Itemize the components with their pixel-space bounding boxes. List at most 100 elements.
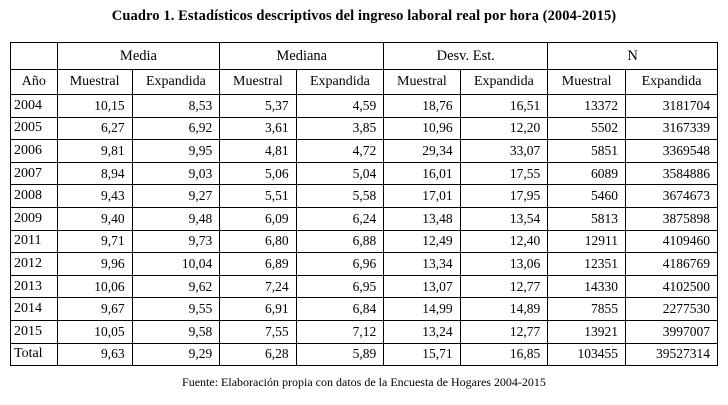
year-cell: 2015 bbox=[10, 319, 58, 344]
value-cell: 5460 bbox=[547, 184, 627, 208]
table-body: 2004 10,15 8,53 5,37 4,59 18,76 16,51 13372 3181… bbox=[10, 94, 718, 367]
value-cell: 6,28 bbox=[219, 342, 297, 367]
source-note: Fuente: Elaboración propia con datos de … bbox=[182, 375, 546, 390]
table-row-2008: 2008 9,43 9,27 5,51 5,58 17,01 17,95 5460 367467… bbox=[10, 184, 718, 208]
table-row-2007: 2007 8,94 9,03 5,06 5,04 16,01 17,55 6089 358488… bbox=[10, 161, 718, 186]
value-cell: 13,54 bbox=[459, 206, 549, 231]
value-cell: 33,07 bbox=[459, 139, 549, 163]
value-cell: 6,88 bbox=[295, 229, 385, 254]
value-cell: 9,63 bbox=[56, 342, 133, 367]
value-cell: 6,09 bbox=[219, 206, 297, 231]
value-cell: 4,81 bbox=[219, 139, 297, 163]
value-cell: 7,24 bbox=[219, 274, 297, 299]
value-cell: 3,61 bbox=[219, 116, 297, 141]
year-cell: 2006 bbox=[10, 139, 58, 163]
value-cell: 17,01 bbox=[383, 184, 461, 208]
value-cell: 3875898 bbox=[625, 206, 718, 231]
table-header: Media Mediana Desv. Est. N Año Muestral Expan… bbox=[10, 42, 718, 95]
value-cell: 5,51 bbox=[219, 184, 297, 208]
group-header-desv-est-: Desv. Est. bbox=[383, 42, 549, 70]
value-cell: 5,58 bbox=[295, 184, 385, 208]
value-cell: 29,34 bbox=[383, 139, 461, 163]
value-cell: 16,51 bbox=[459, 94, 549, 118]
sub-header-row: Año Muestral Expandida Muestral Expandida Mue… bbox=[10, 69, 718, 95]
column-header-2: Expandida bbox=[131, 69, 221, 95]
year-cell: Total bbox=[10, 342, 58, 367]
value-cell: 39527314 bbox=[625, 342, 718, 367]
table-row-2013: 2013 10,06 9,62 7,24 6,95 13,07 12,77 14330 4102… bbox=[10, 274, 718, 299]
year-cell: 2012 bbox=[10, 252, 58, 276]
table-row-2012: 2012 9,96 10,04 6,89 6,96 13,34 13,06 12351 4186… bbox=[10, 252, 718, 276]
value-cell: 9,95 bbox=[131, 139, 221, 163]
value-cell: 9,67 bbox=[56, 297, 133, 321]
year-cell: 2011 bbox=[10, 229, 58, 254]
value-cell: 12,77 bbox=[459, 274, 549, 299]
column-header-3: Muestral bbox=[219, 69, 297, 95]
table-row-2015: 2015 10,05 9,58 7,55 7,12 13,24 12,77 13921 3997… bbox=[10, 319, 718, 344]
column-header-1: Muestral bbox=[56, 69, 133, 95]
value-cell: 5,89 bbox=[295, 342, 385, 367]
value-cell: 9,73 bbox=[131, 229, 221, 254]
value-cell: 13,34 bbox=[383, 252, 461, 276]
value-cell: 6,27 bbox=[56, 116, 133, 141]
value-cell: 12,77 bbox=[459, 319, 549, 344]
value-cell: 5,06 bbox=[219, 161, 297, 186]
value-cell: 12911 bbox=[547, 229, 627, 254]
value-cell: 9,55 bbox=[131, 297, 221, 321]
value-cell: 16,85 bbox=[459, 342, 549, 367]
value-cell: 5,04 bbox=[295, 161, 385, 186]
value-cell: 5,37 bbox=[219, 94, 297, 118]
value-cell: 13921 bbox=[547, 319, 627, 344]
column-header-0: Año bbox=[10, 69, 58, 95]
value-cell: 12,40 bbox=[459, 229, 549, 254]
value-cell: 15,71 bbox=[383, 342, 461, 367]
table-row-total: Total 9,63 9,29 6,28 5,89 15,71 16,85 103455 395… bbox=[10, 342, 718, 367]
group-header-media: Media bbox=[56, 42, 221, 70]
year-cell: 2014 bbox=[10, 297, 58, 321]
value-cell: 9,71 bbox=[56, 229, 133, 254]
value-cell: 14330 bbox=[547, 274, 627, 299]
table-row-2005: 2005 6,27 6,92 3,61 3,85 10,96 12,20 5502 316733… bbox=[10, 116, 718, 141]
table-row-2004: 2004 10,15 8,53 5,37 4,59 18,76 16,51 13372 3181… bbox=[10, 94, 718, 118]
value-cell: 9,48 bbox=[131, 206, 221, 231]
value-cell: 8,53 bbox=[131, 94, 221, 118]
year-cell: 2005 bbox=[10, 116, 58, 141]
table-row-2009: 2009 9,40 9,48 6,09 6,24 13,48 13,54 5813 387589… bbox=[10, 206, 718, 231]
value-cell: 6,80 bbox=[219, 229, 297, 254]
value-cell: 3167339 bbox=[625, 116, 718, 141]
group-header-mediana: Mediana bbox=[219, 42, 385, 70]
value-cell: 3,85 bbox=[295, 116, 385, 141]
table-row-2011: 2011 9,71 9,73 6,80 6,88 12,49 12,40 12911 41094… bbox=[10, 229, 718, 254]
year-cell: 2004 bbox=[10, 94, 58, 118]
value-cell: 4186769 bbox=[625, 252, 718, 276]
value-cell: 6,96 bbox=[295, 252, 385, 276]
group-header-n: N bbox=[547, 42, 718, 70]
value-cell: 7,12 bbox=[295, 319, 385, 344]
column-header-8: Expandida bbox=[625, 69, 718, 95]
value-cell: 5851 bbox=[547, 139, 627, 163]
table-row-2014: 2014 9,67 9,55 6,91 6,84 14,99 14,89 7855 227753… bbox=[10, 297, 718, 321]
statistics-table: Media Mediana Desv. Est. N Año Muestral Expan… bbox=[10, 42, 718, 367]
value-cell: 14,99 bbox=[383, 297, 461, 321]
value-cell: 9,62 bbox=[131, 274, 221, 299]
value-cell: 9,58 bbox=[131, 319, 221, 344]
value-cell: 9,96 bbox=[56, 252, 133, 276]
column-header-6: Expandida bbox=[459, 69, 549, 95]
value-cell: 14,89 bbox=[459, 297, 549, 321]
column-header-4: Expandida bbox=[295, 69, 385, 95]
value-cell: 3674673 bbox=[625, 184, 718, 208]
table-title: Cuadro 1. Estadísticos descriptivos del … bbox=[111, 8, 617, 24]
value-cell: 6,84 bbox=[295, 297, 385, 321]
value-cell: 13,06 bbox=[459, 252, 549, 276]
table-row-2006: 2006 9,81 9,95 4,81 4,72 29,34 33,07 5851 336954… bbox=[10, 139, 718, 163]
value-cell: 10,15 bbox=[56, 94, 133, 118]
group-header-blank bbox=[10, 42, 58, 70]
year-cell: 2008 bbox=[10, 184, 58, 208]
value-cell: 12,49 bbox=[383, 229, 461, 254]
value-cell: 12351 bbox=[547, 252, 627, 276]
value-cell: 4,72 bbox=[295, 139, 385, 163]
value-cell: 9,27 bbox=[131, 184, 221, 208]
year-cell: 2013 bbox=[10, 274, 58, 299]
value-cell: 13372 bbox=[547, 94, 627, 118]
